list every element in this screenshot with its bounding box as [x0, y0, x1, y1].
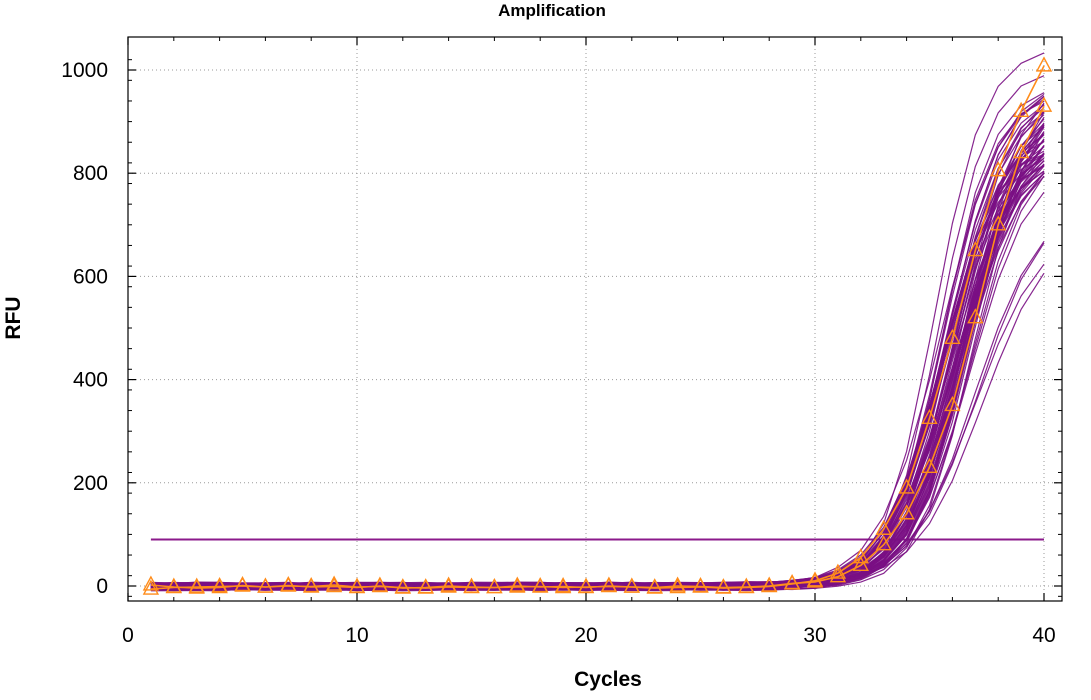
triangle-marker: [325, 575, 343, 591]
triangle-marker: [554, 577, 572, 593]
triangle-marker: [875, 519, 892, 535]
triangle-marker: [1012, 101, 1030, 117]
triangle-marker: [142, 579, 160, 595]
triangle-marker: [188, 578, 205, 594]
triangle-marker: [417, 578, 434, 594]
triangle-marker: [898, 478, 915, 494]
triangle-marker: [371, 576, 389, 592]
triangle-marker: [921, 408, 938, 424]
triangle-marker: [463, 577, 480, 593]
triangle-marker: [509, 576, 526, 592]
highlight-curves-layer: [142, 56, 1053, 595]
triangle-marker: [852, 555, 869, 572]
triangle-marker: [898, 504, 915, 520]
triangle-marker: [875, 535, 892, 551]
triangle-marker: [990, 215, 1007, 231]
triangle-marker: [669, 576, 686, 592]
triangle-marker: [944, 395, 961, 412]
triangle-marker: [486, 578, 503, 594]
triangle-marker: [806, 572, 824, 588]
triangle-marker: [440, 576, 457, 592]
triangle-marker: [921, 457, 938, 474]
triangle-marker: [646, 578, 663, 594]
triangle-marker: [761, 576, 778, 592]
triangle-marker: [257, 577, 274, 593]
y-tick-label: 800: [73, 162, 108, 185]
grid-layer: [128, 37, 1062, 601]
triangle-marker: [692, 577, 709, 593]
y-tick-label: 200: [73, 472, 108, 495]
x-tick-label: 30: [803, 624, 826, 647]
sample-curve: [150, 263, 1045, 586]
x-axis-label: Cycles: [574, 668, 642, 691]
triangle-marker: [211, 578, 228, 594]
x-tick-label: 0: [122, 624, 134, 647]
sample-curve: [150, 272, 1045, 588]
sample-curve: [150, 240, 1045, 591]
triangle-marker: [967, 241, 984, 257]
sample-curve: [150, 133, 1045, 586]
triangle-marker: [1012, 143, 1030, 159]
triangle-marker: [600, 576, 618, 592]
triangle-marker: [303, 577, 320, 593]
sample-curve: [150, 157, 1045, 586]
triangle-marker: [829, 567, 847, 583]
triangle-marker: [165, 577, 182, 593]
x-tick-label: 20: [574, 624, 597, 647]
triangle-marker: [829, 563, 847, 579]
triangle-marker: [852, 548, 869, 564]
y-tick-label: 1000: [61, 59, 108, 82]
triangle-marker: [325, 577, 343, 593]
triangle-marker: [142, 575, 160, 591]
triangle-marker: [990, 161, 1007, 177]
y-tick-label: 0: [96, 575, 108, 598]
y-tick-label: 400: [73, 369, 108, 392]
chart-title: Amplification: [498, 1, 606, 20]
triangle-marker: [1035, 56, 1053, 72]
triangle-marker: [348, 578, 366, 594]
highlight-curve: [150, 105, 1045, 589]
triangle-marker: [783, 573, 801, 590]
sample-curves-layer: [150, 52, 1045, 592]
triangle-marker: [1035, 96, 1053, 112]
triangle-marker: [577, 578, 595, 594]
y-tick-label: 600: [73, 265, 108, 288]
triangle-marker: [234, 576, 251, 592]
triangle-marker: [394, 578, 411, 594]
plot-frame: [127, 36, 1063, 602]
triangle-marker: [944, 328, 961, 345]
triangle-marker: [623, 577, 640, 593]
triangle-marker: [532, 577, 549, 593]
x-tick-label: 40: [1032, 624, 1055, 647]
y-axis-label: RFU: [2, 296, 25, 339]
triangle-marker: [967, 308, 984, 324]
triangle-marker: [280, 576, 297, 592]
x-tick-label: 10: [345, 624, 368, 647]
triangle-marker: [738, 577, 755, 593]
triangle-marker: [715, 578, 732, 594]
